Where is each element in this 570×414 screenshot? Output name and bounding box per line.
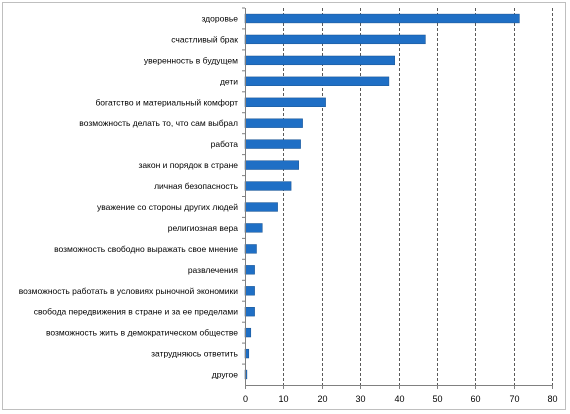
category-label-10: религиозная вера bbox=[168, 223, 239, 233]
bar-10 bbox=[244, 223, 263, 233]
category-label-4: богатство и материальный комфорт bbox=[95, 97, 238, 107]
category-label-15: возможность жить в демократическом общес… bbox=[46, 328, 238, 338]
category-label-3: дети bbox=[220, 76, 238, 86]
bar-layer bbox=[244, 13, 520, 380]
category-label-14: свобода передвижения в стране и за ее пр… bbox=[34, 307, 238, 317]
x-tick-label-60: 60 bbox=[470, 394, 480, 404]
bar-2 bbox=[244, 55, 395, 66]
bar-11 bbox=[244, 244, 257, 254]
label-layer: здоровье счастливый брак уверенность в буд… bbox=[19, 14, 558, 405]
x-tick-label-10: 10 bbox=[278, 394, 288, 404]
category-label-1: счастливый брак bbox=[171, 34, 238, 44]
category-label-13: возможность работать в условиях рыночной… bbox=[19, 286, 239, 296]
category-label-0: здоровье bbox=[201, 14, 238, 24]
bar-5 bbox=[244, 118, 303, 128]
grid-layer bbox=[283, 8, 553, 385]
bar-6 bbox=[244, 139, 301, 149]
bar-9 bbox=[244, 202, 278, 212]
category-label-7: закон и порядок в стране bbox=[138, 160, 238, 170]
bar-14 bbox=[244, 307, 255, 317]
axis-layer bbox=[242, 7, 553, 389]
category-label-9: уважение со стороны других людей bbox=[97, 202, 238, 212]
x-tick-label-20: 20 bbox=[317, 394, 327, 404]
x-tick-label-0: 0 bbox=[243, 394, 248, 404]
x-tick-label-50: 50 bbox=[432, 394, 442, 404]
bar-12 bbox=[244, 265, 255, 275]
category-label-8: личная безопасность bbox=[154, 181, 239, 191]
category-label-6: работа bbox=[211, 139, 239, 149]
x-tick-label-80: 80 bbox=[547, 394, 557, 404]
bar-7 bbox=[244, 160, 299, 170]
bar-13 bbox=[244, 286, 255, 296]
category-label-2: уверенность в будущем bbox=[144, 55, 238, 65]
category-label-12: развлечения bbox=[188, 265, 239, 275]
bar-8 bbox=[244, 181, 292, 191]
bar-0 bbox=[244, 13, 520, 24]
x-tick-label-40: 40 bbox=[394, 394, 404, 404]
category-label-5: возможность делать то, что сам выбрал bbox=[79, 118, 238, 128]
x-tick-label-70: 70 bbox=[509, 394, 519, 404]
category-label-11: возможность свободно выражать свое мнени… bbox=[54, 244, 238, 254]
category-label-16: затрудняюсь ответить bbox=[151, 349, 238, 359]
category-label-17: другое bbox=[212, 370, 238, 380]
bar-3 bbox=[244, 76, 390, 86]
x-tick-label-30: 30 bbox=[355, 394, 365, 404]
bar-1 bbox=[244, 34, 426, 45]
bar-4 bbox=[244, 97, 326, 107]
